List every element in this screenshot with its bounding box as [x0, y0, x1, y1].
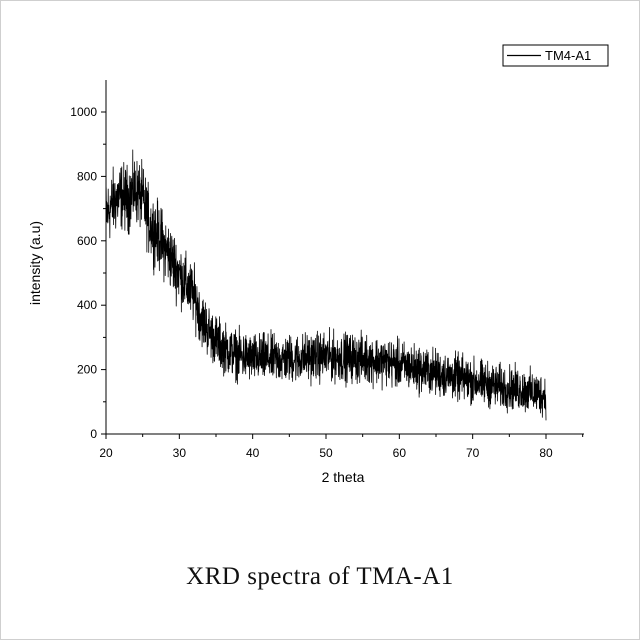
x-axis-label: 2 theta — [322, 469, 365, 485]
chart-series — [105, 149, 547, 421]
x-tick-label: 30 — [173, 446, 187, 460]
x-tick-label: 40 — [246, 446, 260, 460]
x-tick-label: 60 — [393, 446, 407, 460]
y-tick-label: 800 — [77, 169, 97, 183]
y-tick-label: 400 — [77, 298, 97, 312]
y-tick-label: 1000 — [70, 105, 97, 119]
legend-box — [502, 44, 609, 67]
x-tick-label: 70 — [466, 446, 480, 460]
xrd-series-line — [105, 149, 547, 421]
y-axis-label: intensity (a.u) — [27, 221, 43, 305]
legend-label: TM4-A1 — [545, 48, 591, 63]
y-tick-label: 600 — [77, 234, 97, 248]
x-tick-label: 80 — [539, 446, 553, 460]
figure-caption: XRD spectra of TMA-A1 — [186, 563, 454, 590]
y-tick-label: 200 — [77, 363, 97, 377]
x-tick-label: 50 — [319, 446, 333, 460]
y-tick-label: 0 — [90, 427, 97, 441]
x-tick-label: 20 — [99, 446, 113, 460]
chart-legend: TM4-A1 — [502, 44, 609, 67]
